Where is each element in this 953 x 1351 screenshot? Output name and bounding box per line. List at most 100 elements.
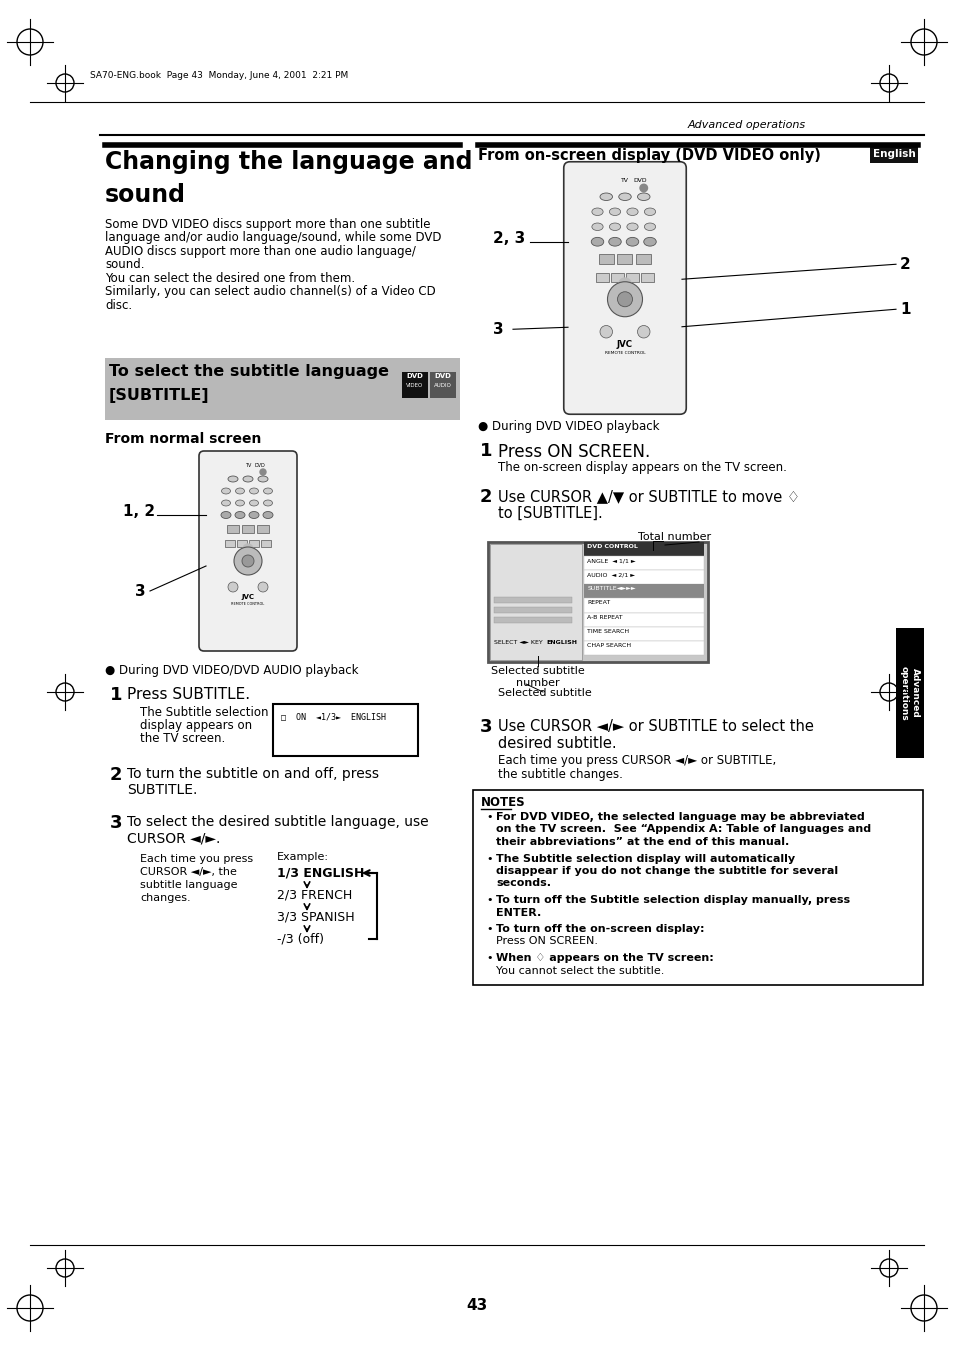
Bar	[584, 542, 703, 557]
Text: 3: 3	[479, 717, 492, 736]
Ellipse shape	[228, 476, 237, 482]
Ellipse shape	[626, 208, 638, 216]
Text: 1, 2: 1, 2	[123, 504, 155, 520]
Text: For DVD VIDEO, the selected language may be abbreviated: For DVD VIDEO, the selected language may…	[496, 812, 863, 821]
Circle shape	[257, 582, 268, 592]
Text: Advanced
operations: Advanced operations	[899, 666, 919, 720]
Text: 1: 1	[899, 301, 909, 316]
Text: The Subtitle selection display will automatically: The Subtitle selection display will auto…	[496, 854, 794, 863]
Circle shape	[243, 544, 253, 554]
Text: their abbreviations” at the end of this manual.: their abbreviations” at the end of this …	[496, 838, 788, 847]
Text: •: •	[485, 924, 492, 934]
Bar	[242, 526, 253, 534]
Ellipse shape	[591, 223, 602, 231]
Text: REPEAT: REPEAT	[587, 600, 610, 605]
Text: JVC: JVC	[617, 339, 633, 349]
Ellipse shape	[643, 223, 655, 231]
Ellipse shape	[235, 488, 244, 494]
Ellipse shape	[608, 238, 620, 246]
Bar	[256, 526, 269, 534]
Text: 43: 43	[466, 1298, 487, 1313]
Bar	[225, 540, 234, 547]
Text: Press ON SCREEN.: Press ON SCREEN.	[497, 443, 650, 461]
Bar	[401, 372, 428, 399]
Text: seconds.: seconds.	[496, 878, 551, 889]
Bar	[584, 557, 703, 570]
Bar	[584, 640, 703, 655]
Bar	[584, 627, 703, 640]
Text: AUDIO: AUDIO	[434, 382, 452, 388]
Ellipse shape	[250, 500, 258, 507]
Text: Use CURSOR ▲/▼ or SUBTITLE to move ♢: Use CURSOR ▲/▼ or SUBTITLE to move ♢	[497, 489, 800, 504]
Ellipse shape	[643, 238, 656, 246]
Text: ● During DVD VIDEO/DVD AUDIO playback: ● During DVD VIDEO/DVD AUDIO playback	[105, 663, 358, 677]
Ellipse shape	[257, 476, 268, 482]
Text: 1: 1	[110, 686, 122, 704]
Text: CHAP SEARCH: CHAP SEARCH	[587, 643, 631, 648]
Bar	[494, 597, 572, 603]
Ellipse shape	[243, 476, 253, 482]
Text: VIDEO: VIDEO	[406, 382, 423, 388]
Text: subtitle language: subtitle language	[140, 880, 237, 890]
Text: sound: sound	[105, 182, 186, 207]
Text: JVC: JVC	[241, 594, 254, 600]
Text: TIME SEARCH: TIME SEARCH	[587, 628, 629, 634]
Text: AUDIO discs support more than one audio language/: AUDIO discs support more than one audio …	[105, 245, 416, 258]
Text: You cannot select the subtitle.: You cannot select the subtitle.	[496, 966, 663, 975]
Bar	[227, 526, 239, 534]
Bar	[625, 273, 639, 282]
Text: ENGLISH: ENGLISH	[545, 640, 577, 644]
Circle shape	[260, 469, 266, 476]
Bar	[584, 585, 703, 598]
Text: From on-screen display (DVD VIDEO only): From on-screen display (DVD VIDEO only)	[477, 149, 820, 163]
Text: To select the desired subtitle language, use: To select the desired subtitle language,…	[127, 815, 428, 830]
Text: SA70-ENG.book  Page 43  Monday, June 4, 2001  2:21 PM: SA70-ENG.book Page 43 Monday, June 4, 20…	[90, 70, 348, 80]
Text: 3: 3	[135, 584, 146, 598]
Text: •: •	[485, 812, 492, 821]
Bar	[584, 570, 703, 585]
Text: □  ON  ◄1/3►  ENGLISH: □ ON ◄1/3► ENGLISH	[281, 712, 386, 721]
FancyBboxPatch shape	[199, 451, 296, 651]
Ellipse shape	[221, 500, 231, 507]
Text: English: English	[872, 149, 915, 159]
Ellipse shape	[599, 193, 612, 200]
Bar	[494, 607, 572, 613]
Circle shape	[639, 184, 647, 192]
Ellipse shape	[609, 223, 620, 231]
Text: disc.: disc.	[105, 299, 132, 312]
Bar	[273, 704, 417, 757]
Text: the subtitle changes.: the subtitle changes.	[497, 767, 622, 781]
Text: TV: TV	[620, 178, 628, 182]
Bar	[494, 617, 572, 623]
Text: To turn off the Subtitle selection display manually, press: To turn off the Subtitle selection displ…	[496, 894, 849, 905]
Text: The on-screen display appears on the TV screen.: The on-screen display appears on the TV …	[497, 461, 786, 474]
Text: Changing the language and: Changing the language and	[105, 150, 472, 174]
Bar	[598, 254, 613, 265]
Circle shape	[599, 326, 612, 338]
Text: A-B REPEAT: A-B REPEAT	[587, 615, 622, 620]
Text: DVD: DVD	[435, 373, 451, 380]
Circle shape	[242, 555, 253, 567]
Ellipse shape	[609, 208, 620, 216]
Bar	[261, 540, 271, 547]
Bar	[105, 358, 459, 420]
Bar	[596, 273, 608, 282]
Bar	[636, 254, 651, 265]
Ellipse shape	[618, 193, 631, 200]
Text: to [SUBTITLE].: to [SUBTITLE].	[497, 507, 602, 521]
Text: the TV screen.: the TV screen.	[140, 732, 225, 744]
Ellipse shape	[221, 512, 231, 519]
Ellipse shape	[263, 512, 273, 519]
Bar	[584, 612, 703, 627]
Text: sound.: sound.	[105, 258, 144, 272]
Ellipse shape	[626, 223, 638, 231]
Text: You can select the desired one from them.: You can select the desired one from them…	[105, 272, 355, 285]
Text: Each time you press CURSOR ◄/► or SUBTITLE,: Each time you press CURSOR ◄/► or SUBTIT…	[497, 754, 776, 767]
Text: TV: TV	[245, 463, 251, 467]
Ellipse shape	[250, 488, 258, 494]
Ellipse shape	[263, 500, 273, 507]
Text: Press SUBTITLE.: Press SUBTITLE.	[127, 688, 250, 703]
Bar	[617, 254, 632, 265]
Text: 1/3 ENGLISH: 1/3 ENGLISH	[276, 866, 364, 880]
Text: [SUBTITLE]: [SUBTITLE]	[109, 388, 210, 403]
